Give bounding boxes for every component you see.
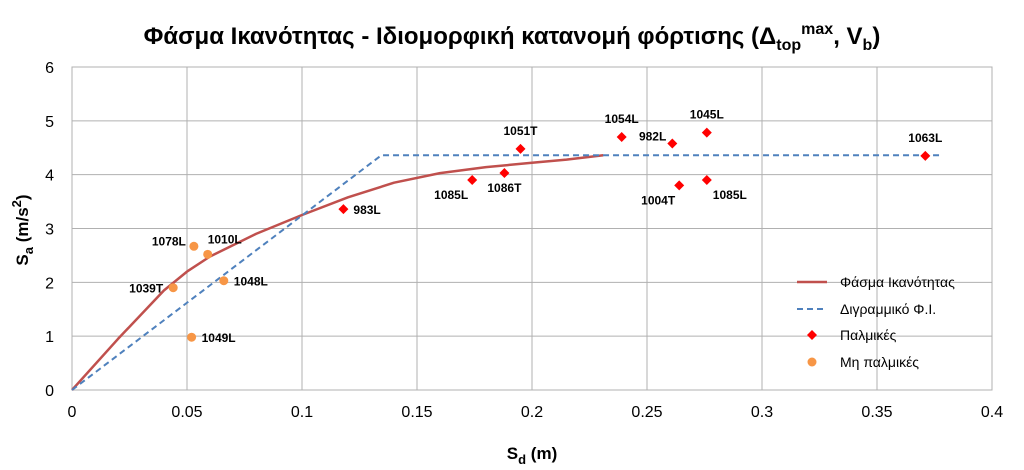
x-tick-labels: 0 0.05 0.1 0.15 0.2 0.25 0.3 0.35 0.4 [68, 404, 1004, 421]
legend-label-bilinear: Διγραμμικό Φ.Ι. [840, 301, 936, 317]
point-label: 1048L [234, 275, 268, 289]
legend-label-non-pulse: Μη παλμικές [840, 354, 919, 370]
y-tick-labels: 0 1 2 3 4 5 6 [45, 60, 54, 400]
point-label: 1078L [152, 234, 186, 248]
y-tick-label: 0 [45, 383, 54, 400]
x-axis-title: Sd (m) [507, 444, 557, 467]
y-tick-label: 1 [45, 329, 54, 346]
pulse-record-marker [515, 143, 526, 154]
non-pulse-record-marker [168, 283, 178, 293]
x-tick-label: 0 [68, 404, 77, 421]
point-label: 1085L [434, 188, 468, 202]
legend: Φάσμα Ικανότητας Διγραμμικό Φ.Ι. Παλμικέ… [797, 274, 955, 370]
point-label: 983L [353, 203, 380, 217]
y-tick-label: 4 [45, 168, 54, 185]
pulse-record-marker [701, 175, 712, 186]
point-label: 1085L [713, 188, 747, 202]
x-tick-label: 0.05 [171, 404, 202, 421]
non-pulse-record-marker [203, 249, 213, 259]
y-axis-title: Sa (m/s2) [9, 194, 36, 265]
legend-swatch-non-pulse [807, 357, 817, 367]
legend-label-pulse: Παλμικές [840, 327, 897, 343]
point-label: 1010L [208, 232, 242, 246]
x-tick-label: 0.35 [861, 404, 892, 421]
point-label: 1039T [129, 282, 164, 296]
non-pulse-record-marker [187, 332, 197, 342]
point-label: 1063L [908, 131, 942, 145]
series-layer [71, 127, 942, 391]
point-label: 1054L [605, 112, 639, 126]
legend-label-capacity-spectrum: Φάσμα Ικανότητας [840, 274, 955, 290]
y-tick-label: 2 [45, 275, 54, 292]
pulse-record-marker [616, 131, 627, 142]
point-label: 982L [639, 129, 666, 143]
capacity-spectrum-line [71, 154, 604, 391]
x-tick-label: 0.15 [401, 404, 432, 421]
y-tick-label: 3 [45, 222, 54, 239]
non-pulse-record-marker [219, 276, 229, 286]
y-tick-label: 6 [45, 60, 54, 77]
bilinear-spectrum-line [71, 154, 942, 391]
plot-frame [71, 66, 993, 391]
point-label: 1004T [641, 193, 676, 207]
point-label: 1049L [202, 331, 236, 345]
x-tick-label: 0.25 [631, 404, 662, 421]
pulse-record-marker [338, 204, 349, 215]
pulse-record-marker [667, 138, 678, 149]
point-label: 1086T [487, 181, 522, 195]
pulse-record-marker [920, 150, 931, 161]
x-tick-label: 0.4 [981, 404, 1003, 421]
pulse-record-marker [674, 180, 685, 191]
x-tick-label: 0.1 [291, 404, 313, 421]
point-label: 1051T [503, 124, 538, 138]
legend-swatch-pulse [807, 330, 817, 340]
y-tick-label: 5 [45, 114, 54, 131]
pulse-record-marker [467, 175, 478, 186]
pulse-record-marker [499, 168, 510, 179]
x-tick-label: 0.3 [751, 404, 773, 421]
non-pulse-record-marker [189, 241, 199, 251]
chart-title: Φάσμα Ικανότητας - Ιδιομορφική κατανομή … [144, 21, 881, 54]
pulse-record-marker [701, 127, 712, 138]
point-label: 1045L [690, 108, 724, 122]
x-tick-label: 0.2 [521, 404, 543, 421]
